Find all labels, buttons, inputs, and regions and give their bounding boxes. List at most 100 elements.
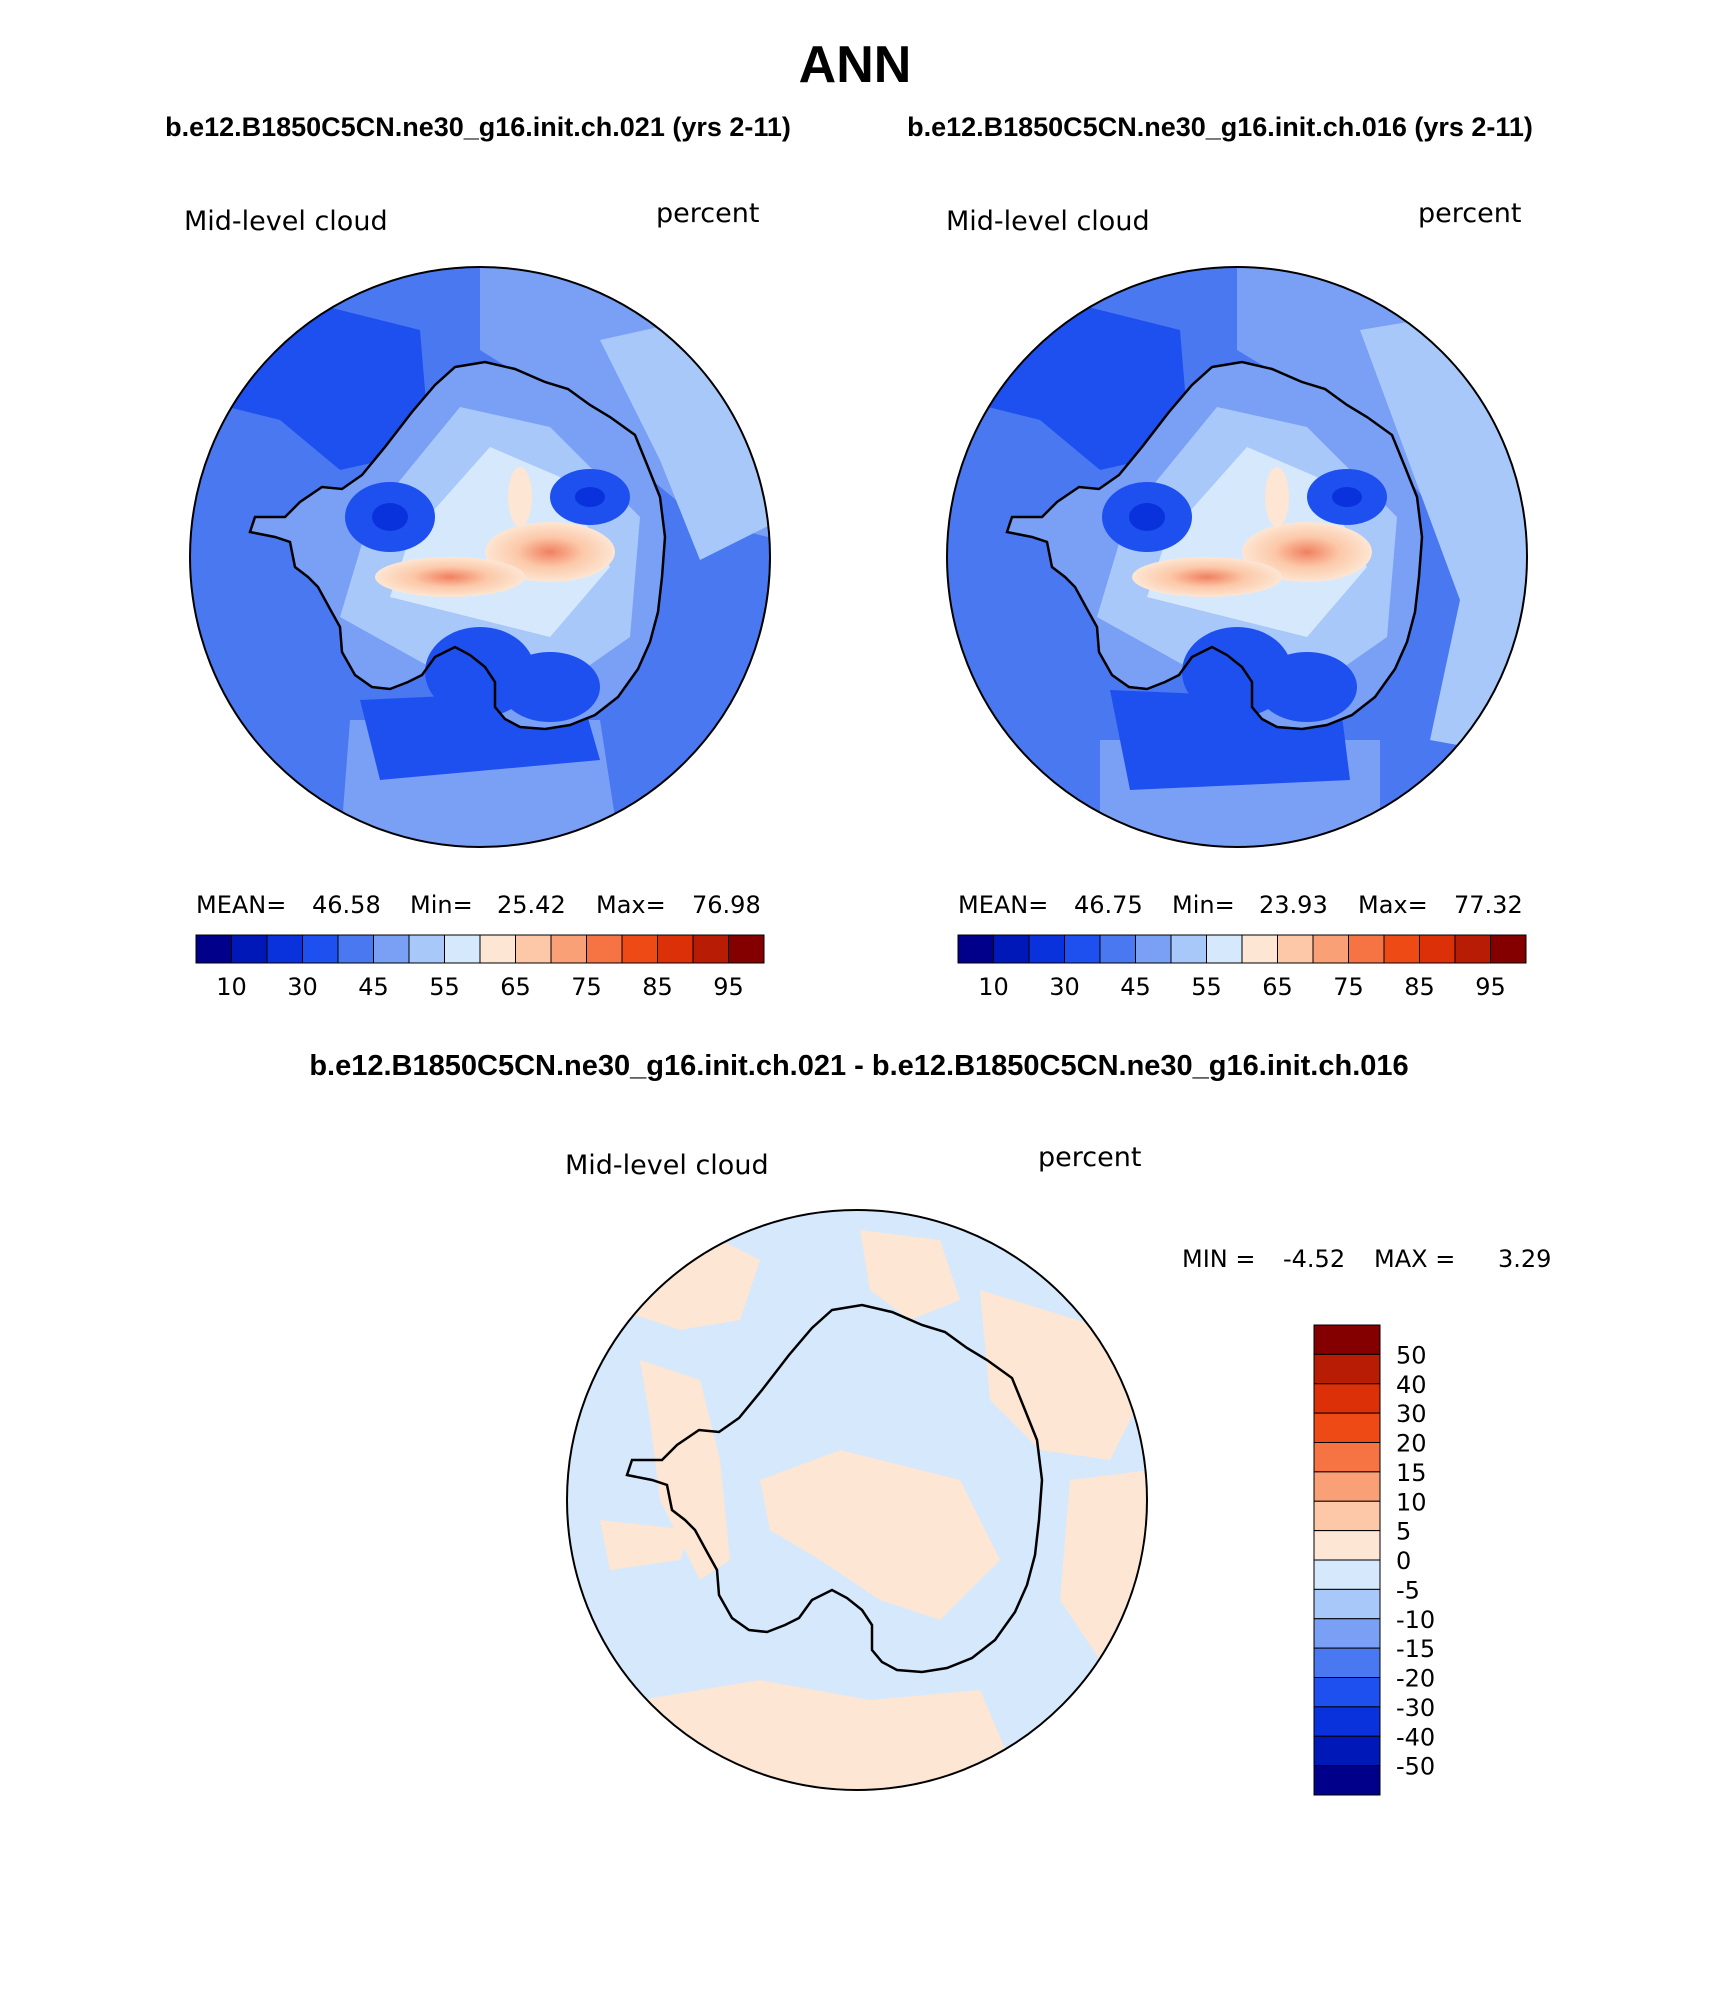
colorbar-tick-label: 30 bbox=[1049, 973, 1080, 1001]
max-value: 76.98 bbox=[692, 891, 761, 919]
case-label-right: b.e12.B1850C5CN.ne30_g16.init.ch.016 (yr… bbox=[907, 112, 1533, 142]
colorbar-tick-label: -40 bbox=[1396, 1723, 1435, 1751]
colorbar-swatch bbox=[550, 934, 587, 964]
colorbar-tick-label: 40 bbox=[1396, 1371, 1427, 1399]
mean-value: 46.58 bbox=[312, 891, 381, 919]
colorbar-tick-label: 75 bbox=[571, 973, 602, 1001]
min-value: -4.52 bbox=[1283, 1245, 1345, 1273]
colorbar-tick-label: 65 bbox=[500, 973, 531, 1001]
colorbar-swatch bbox=[621, 934, 658, 964]
colorbar-tick-label: 45 bbox=[1120, 973, 1151, 1001]
colorbar-tick-label: -15 bbox=[1396, 1635, 1435, 1663]
max-label: MAX = bbox=[1374, 1245, 1455, 1273]
colorbar-swatch bbox=[1313, 1677, 1381, 1708]
colorbar-swatch bbox=[515, 934, 552, 964]
colorbar-tick-label: -10 bbox=[1396, 1606, 1435, 1634]
colorbar-tick-label: 30 bbox=[1396, 1400, 1427, 1428]
colorbar-swatch bbox=[1135, 934, 1172, 964]
colorbar-tick-label: 50 bbox=[1396, 1341, 1427, 1369]
colorbar-tick-label: 55 bbox=[1191, 973, 1222, 1001]
colorbar-tick-label: 5 bbox=[1396, 1518, 1411, 1546]
colorbar-left: 10 30 45 55 65 75 85 95 bbox=[195, 934, 765, 1001]
panel-diff: Mid-level cloud percent MIN = -4.52 MAX … bbox=[565, 1142, 1551, 1796]
colorbar-swatch bbox=[1313, 1442, 1381, 1473]
colorbar-tick-label: 10 bbox=[1396, 1488, 1427, 1516]
colorbar-swatch bbox=[1313, 1647, 1381, 1678]
colorbar-tick-label: 75 bbox=[1333, 973, 1364, 1001]
colorbar-tick-label: 10 bbox=[978, 973, 1009, 1001]
min-label: Min= bbox=[1172, 891, 1235, 919]
colorbar-tick-label: 45 bbox=[358, 973, 389, 1001]
colorbar-swatch bbox=[1313, 1471, 1381, 1502]
colorbar-swatch bbox=[1064, 934, 1101, 964]
colorbar-tick-label: 95 bbox=[1475, 973, 1506, 1001]
colorbar-swatch bbox=[231, 934, 268, 964]
polar-map-diff bbox=[567, 1210, 1147, 1790]
units-label: percent bbox=[1418, 198, 1521, 229]
colorbar-swatch bbox=[195, 934, 232, 964]
colorbar-tick-label: -5 bbox=[1396, 1576, 1420, 1604]
colorbar-swatch bbox=[408, 934, 445, 964]
colorbar-swatch bbox=[479, 934, 516, 964]
variable-label: Mid-level cloud bbox=[946, 206, 1150, 237]
colorbar-tick-label: 65 bbox=[1262, 973, 1293, 1001]
colorbar-tick-label: 95 bbox=[713, 973, 744, 1001]
max-label: Max= bbox=[596, 891, 666, 919]
main-title: ANN bbox=[799, 36, 912, 94]
panel-right: Mid-level cloud percent bbox=[946, 198, 1528, 1001]
colorbar-swatch bbox=[1419, 934, 1456, 964]
diff-title: b.e12.B1850C5CN.ne30_g16.init.ch.021 - b… bbox=[309, 1050, 1408, 1082]
colorbar-swatch bbox=[444, 934, 481, 964]
colorbar-swatch bbox=[373, 934, 410, 964]
colorbar-swatch bbox=[1028, 934, 1065, 964]
colorbar-swatch bbox=[1313, 1706, 1381, 1737]
colorbar-tick-label: 20 bbox=[1396, 1430, 1427, 1458]
colorbar-swatch bbox=[1313, 1765, 1381, 1796]
units-label: percent bbox=[656, 198, 759, 229]
colorbar-swatch bbox=[1206, 934, 1243, 964]
colorbar-swatch bbox=[1313, 1353, 1381, 1385]
max-value: 77.32 bbox=[1454, 891, 1523, 919]
colorbar-swatch bbox=[957, 934, 994, 964]
colorbar-swatch bbox=[302, 934, 339, 964]
colorbar-tick-label: -50 bbox=[1396, 1753, 1435, 1781]
colorbar-swatch bbox=[692, 934, 729, 964]
panel-left: Mid-level cloud percent bbox=[184, 198, 771, 1001]
colorbar-swatch bbox=[1313, 1618, 1381, 1649]
colorbar-swatch bbox=[728, 934, 765, 964]
units-label: percent bbox=[1038, 1142, 1141, 1173]
max-label: Max= bbox=[1358, 891, 1428, 919]
min-value: 25.42 bbox=[497, 891, 566, 919]
colorbar-swatch bbox=[1313, 1500, 1381, 1532]
colorbar-swatch bbox=[337, 934, 374, 964]
colorbar-swatch bbox=[1313, 1412, 1381, 1443]
mean-value: 46.75 bbox=[1074, 891, 1143, 919]
colorbar-tick-label: 55 bbox=[429, 973, 460, 1001]
colorbar-swatch bbox=[266, 934, 303, 964]
colorbar-tick-label: -20 bbox=[1396, 1665, 1435, 1693]
colorbar-swatch bbox=[1312, 934, 1349, 964]
colorbar-tick-label: 85 bbox=[642, 973, 673, 1001]
colorbar-swatch bbox=[1313, 1735, 1381, 1767]
min-label: MIN = bbox=[1182, 1245, 1255, 1273]
colorbar-tick-label: 85 bbox=[1404, 973, 1435, 1001]
case-label-left: b.e12.B1850C5CN.ne30_g16.init.ch.021 (yr… bbox=[165, 112, 791, 142]
colorbar-tick-label: 10 bbox=[216, 973, 247, 1001]
colorbar-swatch bbox=[657, 934, 694, 964]
colorbar-swatch bbox=[586, 934, 623, 964]
colorbar-swatch bbox=[1490, 934, 1527, 964]
mean-label: MEAN= bbox=[958, 891, 1048, 919]
colorbar-swatch bbox=[1313, 1530, 1381, 1561]
colorbar-swatch bbox=[1454, 934, 1491, 964]
polar-map-left bbox=[190, 267, 770, 847]
min-label: Min= bbox=[410, 891, 473, 919]
colorbar-right: 10 30 45 55 65 75 85 95 bbox=[957, 934, 1527, 1001]
colorbar-swatch bbox=[1383, 934, 1420, 964]
max-value: 3.29 bbox=[1498, 1245, 1551, 1273]
colorbar-swatch bbox=[1313, 1324, 1381, 1355]
colorbar-tick-label: 30 bbox=[287, 973, 318, 1001]
mean-label: MEAN= bbox=[196, 891, 286, 919]
colorbar-swatch bbox=[993, 934, 1030, 964]
colorbar-tick-label: -30 bbox=[1396, 1694, 1435, 1722]
